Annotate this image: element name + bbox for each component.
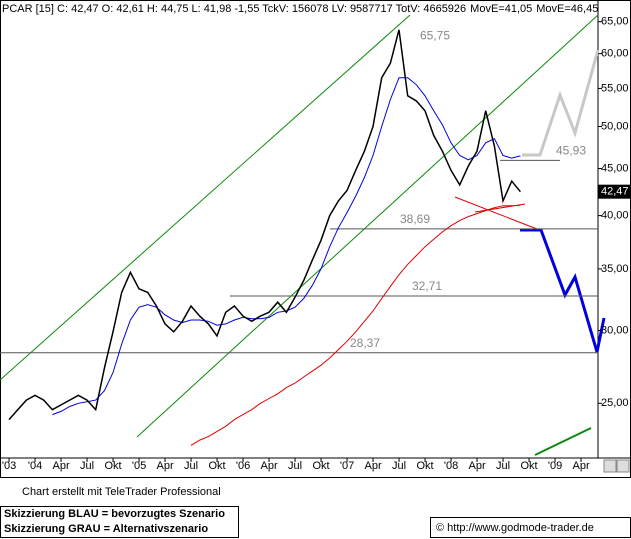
y-tick-label: 35,00	[601, 263, 629, 275]
x-tick-label: Okt	[104, 460, 121, 472]
zoom-button[interactable]	[616, 459, 630, 473]
last-price-label: 42,47	[601, 186, 629, 198]
channel-line	[136, 14, 599, 438]
x-tick-label: Apr	[572, 460, 589, 472]
y-tick-label: 25,00	[601, 397, 629, 409]
x-tick-label: Apr	[156, 460, 173, 472]
series-line	[190, 204, 521, 446]
trend-lines	[0, 14, 599, 456]
x-tick-label: Okt	[208, 460, 225, 472]
x-tick-label: '05	[132, 460, 146, 472]
wedge-line	[454, 196, 543, 232]
note-box	[0, 506, 239, 538]
level-label: 65,75	[420, 28, 450, 42]
channel-line	[0, 14, 411, 381]
x-tick-label: Okt	[520, 460, 537, 472]
zoom-button[interactable]	[603, 459, 617, 473]
note: Skizzierung GRAU = Alternativszenario	[4, 523, 208, 535]
x-tick-label: Apr	[468, 460, 485, 472]
y-tick-label: 60,00	[601, 48, 629, 60]
x-tick-label: '09	[548, 460, 562, 472]
y-tick-label: 65,00	[601, 16, 629, 28]
copyright: © http://www.godmode-trader.de	[436, 522, 594, 534]
x-tick-label: Okt	[312, 460, 329, 472]
y-tick-label: 55,00	[601, 82, 629, 94]
y-tick-label: 40,00	[601, 210, 629, 222]
x-tick-label: '04	[28, 460, 42, 472]
y-tick-label: 50,00	[601, 120, 629, 132]
zoom-buttons[interactable]	[603, 459, 630, 473]
x-tick-label: Apr	[364, 460, 381, 472]
grey-scenario	[522, 49, 600, 157]
volume-trend	[534, 427, 592, 456]
y-tick-label: 30,00	[601, 324, 629, 336]
x-tick-label: '06	[236, 460, 250, 472]
credit: Chart erstellt mit TeleTrader Profession…	[22, 486, 221, 498]
x-tick-label: Apr	[52, 460, 69, 472]
series-line	[52, 77, 521, 416]
x-tick-label: '07	[340, 460, 354, 472]
header: PCAR [15] C: 42,47 O: 42,61 H: 44,75 L: …	[2, 3, 466, 15]
indicator: MovE=41,05	[470, 3, 532, 15]
series-line	[8, 29, 521, 421]
x-tick-label: Jul	[288, 460, 302, 472]
x-tick-label: Jul	[184, 460, 198, 472]
level-label: 38,69	[400, 212, 430, 226]
y-tick-label: 45,00	[601, 162, 629, 174]
level-label: 28,37	[350, 336, 380, 350]
level-label: 32,71	[412, 279, 442, 293]
note: Skizzierung BLAU = bevorzugtes Szenario	[4, 508, 225, 520]
x-tick-label: '03	[2, 460, 16, 472]
x-tick-label: Apr	[260, 460, 277, 472]
x-tick-label: Jul	[496, 460, 510, 472]
last-price-box	[598, 184, 631, 199]
x-tick-label: Jul	[392, 460, 406, 472]
blue-scenario	[520, 228, 606, 353]
x-tick-label: Jul	[80, 460, 94, 472]
level-label: 45,93	[556, 144, 586, 158]
x-tick-label: Okt	[416, 460, 433, 472]
x-tick-label: '08	[444, 460, 458, 472]
indicator: MovE=46,45	[536, 3, 598, 15]
